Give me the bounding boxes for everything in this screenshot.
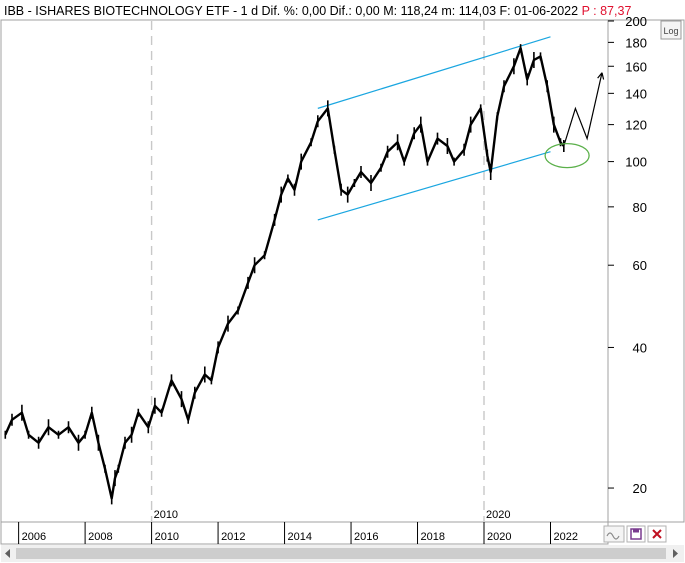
y-tick-label: 100 [625, 155, 647, 170]
price-line [4, 46, 565, 500]
scroll-right-icon [673, 549, 678, 558]
header-period: 1 d [241, 4, 258, 18]
y-axis: 20 40 60 80 100 120 140 160 180 200 [608, 14, 647, 496]
log-toggle-label: Log [663, 26, 678, 36]
log-toggle-button[interactable]: Log [660, 20, 682, 40]
plot-area [0, 19, 609, 523]
x-tick-label: 2016 [354, 531, 378, 543]
close-button[interactable] [647, 525, 667, 543]
header-diff-label: Dif.: [330, 4, 352, 18]
y-tick-label: 140 [625, 86, 647, 101]
y-tick-label: 160 [625, 59, 647, 74]
scroll-left-icon [5, 549, 10, 558]
y-tick-label: 40 [633, 340, 647, 355]
x-tick-label: 2012 [221, 531, 245, 543]
scroll-left-button[interactable] [1, 546, 15, 561]
series-layer [4, 44, 565, 505]
close-icon [652, 529, 662, 539]
header-price-label: P : [582, 4, 597, 18]
header-diff: 0,00 [355, 4, 379, 18]
chart-header: IBB - ISHARES BIOTECHNOLOGY ETF - 1 d Di… [4, 4, 631, 18]
y-tick-label: 80 [633, 200, 647, 215]
header-min-label: m: [441, 4, 455, 18]
header-date-label: F: [500, 4, 511, 18]
channel-lower-line [317, 151, 551, 221]
y-tick-label: 20 [633, 481, 647, 496]
y-tick-label: 60 [633, 258, 647, 273]
x-axis: 2006 2008 2010 2012 2014 2016 2018 2020 2022 [18, 522, 578, 544]
header-symbol: IBB [4, 4, 24, 18]
header-price: 87,37 [600, 4, 631, 18]
vertical-marker-label: 2020 [486, 509, 510, 521]
x-tick-label: 2010 [155, 531, 179, 543]
header-diff-pct: 0,00 [302, 4, 326, 18]
y-axis-area [607, 19, 685, 523]
annotations [544, 72, 605, 169]
y-tick-label: 180 [625, 35, 647, 50]
projection-arrowhead [597, 72, 605, 80]
scrollbar-thumb[interactable] [16, 548, 666, 559]
wave-button[interactable] [603, 525, 625, 543]
x-tick-label: 2014 [288, 531, 312, 543]
channel-upper-line [317, 36, 551, 109]
x-tick-label: 2018 [421, 531, 445, 543]
y-tick-label: 200 [625, 14, 647, 29]
vertical-marker-label: 2010 [154, 509, 178, 521]
projection-arrow [563, 72, 603, 147]
x-tick-label: 2020 [487, 531, 511, 543]
header-diff-pct-label: Dif. %: [262, 4, 299, 18]
header-max: 118,24 [401, 4, 438, 18]
x-tick-label: 2022 [553, 531, 577, 543]
x-tick-label: 2008 [88, 531, 112, 543]
price-range-bars [4, 44, 565, 505]
grid: 2010 2020 [150, 21, 510, 521]
wave-icon [606, 532, 620, 540]
header-name: ISHARES BIOTECHNOLOGY ETF [35, 4, 230, 18]
y-tick-label: 120 [625, 118, 647, 133]
channel-lines [317, 36, 551, 221]
header-min: 114,03 [459, 4, 496, 18]
save-button[interactable] [626, 525, 646, 543]
header-max-label: M: [383, 4, 397, 18]
header-date: 01-06-2022 [514, 4, 578, 18]
highlight-ellipse [544, 142, 590, 169]
x-tick-label: 2006 [22, 531, 46, 543]
scroll-right-button[interactable] [668, 546, 683, 561]
